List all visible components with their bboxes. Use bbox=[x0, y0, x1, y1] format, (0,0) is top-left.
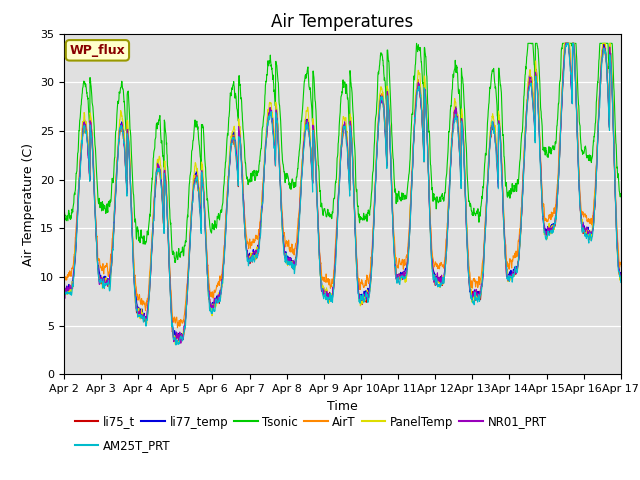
PanelTemp bbox=[561, 40, 568, 46]
Tsonic bbox=[359, 216, 367, 222]
Tsonic bbox=[505, 193, 513, 199]
li77_temp bbox=[617, 271, 625, 276]
Tsonic bbox=[371, 131, 379, 136]
AM25T_PRT bbox=[371, 199, 379, 205]
X-axis label: Time: Time bbox=[327, 400, 358, 413]
NR01_PRT bbox=[177, 340, 185, 346]
Tsonic bbox=[413, 40, 420, 46]
AM25T_PRT bbox=[584, 232, 591, 238]
NR01_PRT bbox=[371, 195, 379, 201]
AM25T_PRT bbox=[359, 292, 367, 298]
NR01_PRT bbox=[562, 40, 570, 46]
AirT bbox=[173, 325, 181, 331]
Text: WP_flux: WP_flux bbox=[70, 44, 125, 57]
AM25T_PRT bbox=[617, 280, 625, 286]
li77_temp bbox=[504, 272, 512, 278]
li77_temp bbox=[561, 40, 569, 46]
li77_temp bbox=[359, 294, 367, 300]
li77_temp bbox=[568, 97, 576, 103]
Y-axis label: Air Temperature (C): Air Temperature (C) bbox=[22, 143, 35, 265]
PanelTemp bbox=[371, 191, 379, 196]
Tsonic bbox=[216, 217, 223, 223]
AirT bbox=[568, 94, 576, 99]
PanelTemp bbox=[617, 272, 625, 277]
NR01_PRT bbox=[617, 273, 625, 279]
Tsonic bbox=[568, 43, 576, 49]
AM25T_PRT bbox=[60, 290, 68, 296]
Line: AM25T_PRT: AM25T_PRT bbox=[64, 43, 621, 345]
AirT bbox=[359, 280, 367, 286]
NR01_PRT bbox=[216, 294, 223, 300]
Line: li75_t: li75_t bbox=[64, 43, 621, 343]
NR01_PRT bbox=[584, 230, 591, 236]
li77_temp bbox=[584, 226, 591, 232]
AirT bbox=[617, 262, 625, 267]
PanelTemp bbox=[568, 88, 576, 94]
Tsonic bbox=[60, 212, 68, 217]
AM25T_PRT bbox=[216, 296, 223, 301]
li75_t bbox=[562, 40, 570, 46]
li75_t bbox=[359, 300, 367, 306]
li75_t bbox=[617, 276, 625, 282]
Title: Air Temperatures: Air Temperatures bbox=[271, 12, 413, 31]
li75_t bbox=[60, 289, 68, 295]
PanelTemp bbox=[216, 294, 223, 300]
Tsonic bbox=[584, 153, 591, 158]
PanelTemp bbox=[584, 228, 591, 234]
li75_t bbox=[216, 298, 223, 304]
Legend: AM25T_PRT: AM25T_PRT bbox=[70, 435, 175, 457]
AirT bbox=[504, 263, 512, 269]
AM25T_PRT bbox=[563, 40, 570, 46]
PanelTemp bbox=[504, 276, 512, 281]
AirT bbox=[562, 40, 570, 46]
NR01_PRT bbox=[359, 297, 367, 302]
li77_temp bbox=[60, 288, 68, 293]
AirT bbox=[216, 276, 223, 282]
PanelTemp bbox=[359, 300, 367, 306]
NR01_PRT bbox=[60, 289, 68, 295]
li75_t bbox=[504, 276, 512, 282]
li75_t bbox=[568, 94, 576, 100]
Tsonic bbox=[172, 260, 179, 265]
Line: li77_temp: li77_temp bbox=[64, 43, 621, 339]
Line: PanelTemp: PanelTemp bbox=[64, 43, 621, 345]
AM25T_PRT bbox=[504, 275, 512, 280]
li75_t bbox=[371, 197, 379, 203]
AirT bbox=[371, 190, 379, 196]
AirT bbox=[584, 217, 591, 223]
NR01_PRT bbox=[504, 278, 512, 284]
li77_temp bbox=[216, 290, 223, 296]
li75_t bbox=[176, 340, 184, 346]
AM25T_PRT bbox=[568, 99, 576, 105]
li75_t bbox=[584, 230, 591, 236]
AM25T_PRT bbox=[172, 342, 180, 348]
NR01_PRT bbox=[568, 94, 576, 100]
PanelTemp bbox=[172, 342, 179, 348]
AirT bbox=[60, 279, 68, 285]
PanelTemp bbox=[60, 291, 68, 297]
Line: Tsonic: Tsonic bbox=[64, 43, 621, 263]
Line: NR01_PRT: NR01_PRT bbox=[64, 43, 621, 343]
li77_temp bbox=[172, 336, 179, 342]
Tsonic bbox=[617, 192, 625, 197]
li77_temp bbox=[371, 194, 379, 200]
Line: AirT: AirT bbox=[64, 43, 621, 328]
